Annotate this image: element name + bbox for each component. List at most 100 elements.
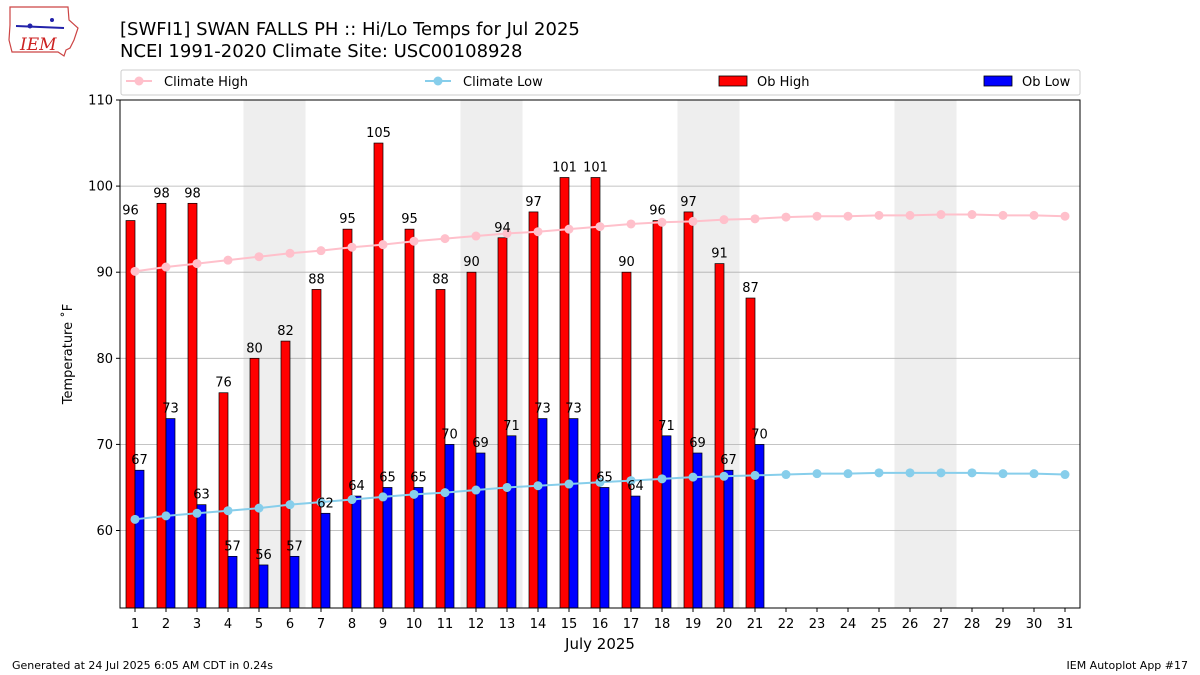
legend-ob-high-label: Ob High [757, 75, 810, 90]
x-tick-label: 31 [1057, 617, 1074, 632]
climate-high-point [1060, 211, 1070, 221]
legend-ob-low-swatch [983, 75, 1013, 87]
x-tick-label: 2 [162, 617, 170, 632]
climate-low-point [1029, 469, 1039, 479]
ob-high-bar [311, 289, 322, 609]
ob-low-bar [661, 435, 672, 609]
ob-high-bar-label: 90 [463, 255, 480, 270]
ob-low-bar-label: 64 [348, 479, 365, 494]
ob-low-bar-label: 64 [627, 479, 644, 494]
ob-low-bar [382, 487, 393, 609]
ob-high-bar-label: 98 [153, 186, 170, 201]
climate-low-point [719, 471, 729, 481]
climate-low-point [564, 479, 574, 489]
ob-low-bar-label: 67 [131, 453, 148, 468]
ob-low-bar-label: 71 [658, 419, 675, 434]
climate-low-point [192, 508, 202, 518]
ob-low-bar-label: 71 [503, 419, 520, 434]
ob-low-bar [630, 495, 641, 609]
climate-high-point [564, 224, 574, 234]
climate-low-point [967, 468, 977, 478]
x-tick-label: 26 [902, 617, 919, 632]
climate-high-point [998, 210, 1008, 220]
climate-low-point [626, 476, 636, 486]
ob-high-bar-label: 80 [246, 341, 263, 356]
ob-low-bar-label: 69 [472, 436, 489, 451]
climate-high-point [502, 228, 512, 238]
climate-low-point [812, 469, 822, 479]
climate-high-point [161, 262, 171, 272]
ob-high-bar [590, 177, 601, 609]
climate-high-point [254, 252, 264, 262]
x-tick-label: 5 [255, 617, 263, 632]
climate-high-point [347, 242, 357, 252]
climate-low-point [874, 468, 884, 478]
x-tick-label: 7 [317, 617, 325, 632]
x-tick-label: 15 [561, 617, 578, 632]
ob-low-bar [289, 555, 300, 609]
y-tick-label: 100 [88, 180, 113, 195]
ob-high-bar-label: 94 [494, 221, 511, 236]
ob-low-bar [568, 418, 579, 609]
climate-high-point [626, 219, 636, 229]
x-tick-label: 3 [193, 617, 201, 632]
climate-high-point [533, 227, 543, 237]
ob-low-bar-label: 69 [689, 436, 706, 451]
ob-high-bar-label: 87 [742, 281, 759, 296]
y-tick-label: 60 [96, 524, 113, 539]
climate-high-point [719, 215, 729, 225]
climate-high-point [223, 255, 233, 265]
x-tick-label: 20 [716, 617, 733, 632]
x-tick-label: 17 [623, 617, 640, 632]
climate-low-point [1060, 470, 1070, 480]
legend-climate-high-label: Climate High [164, 75, 248, 90]
climate-low-point [781, 470, 791, 480]
ob-high-bar-label: 98 [184, 186, 201, 201]
footer-app: IEM Autoplot App #17 [1067, 659, 1189, 672]
ob-low-bar-label: 56 [255, 548, 272, 563]
climate-high-point [471, 231, 481, 241]
ob-high-bar-label: 101 [583, 160, 608, 175]
ob-high-bar-label: 88 [308, 272, 325, 287]
y-tick-label: 80 [96, 352, 113, 367]
climate-high-point [378, 240, 388, 250]
ob-high-bar [342, 228, 353, 609]
x-tick-label: 24 [840, 617, 857, 632]
logo-map-dot [27, 23, 33, 29]
climate-low-point [161, 511, 171, 521]
ob-high-bar [280, 340, 291, 609]
ob-low-bar-label: 73 [534, 402, 551, 417]
ob-low-bar-label: 70 [441, 427, 458, 442]
ob-high-bar [373, 142, 384, 609]
climate-low-point [409, 489, 419, 499]
ob-high-bar-label: 96 [649, 204, 666, 219]
climate-lines [130, 210, 1070, 524]
ob-high-bar [435, 289, 446, 609]
ob-high-bar-label: 76 [215, 376, 232, 391]
ob-low-bar-label: 70 [751, 427, 768, 442]
y-tick-label: 110 [88, 94, 113, 109]
legend-frame [120, 69, 1081, 96]
climate-high-point [130, 266, 140, 276]
ob-high-bar-label: 96 [122, 204, 139, 219]
ob-high-bar [683, 211, 694, 609]
ob-high-bar-label: 97 [525, 195, 542, 210]
ob-low-bar [537, 418, 548, 609]
ob-low-bar-label: 62 [317, 496, 334, 511]
ob-high-bar-label: 91 [711, 247, 728, 262]
y-tick-label: 70 [96, 438, 113, 453]
ob-high-bar-label: 88 [432, 272, 449, 287]
ob-low-bar-label: 73 [565, 402, 582, 417]
ob-low-bar [475, 452, 486, 609]
climate-high-point [1029, 210, 1039, 220]
climate-low-point [285, 500, 295, 510]
iem-logo: IEM [8, 6, 79, 57]
ob-high-bar [559, 177, 570, 609]
x-axis-label: July 2025 [564, 635, 635, 653]
climate-low-point [750, 470, 760, 480]
ob-low-bar-label: 67 [720, 453, 737, 468]
climate-low-point [595, 477, 605, 487]
ob-high-bar [249, 357, 260, 609]
x-tick-label: 22 [778, 617, 795, 632]
